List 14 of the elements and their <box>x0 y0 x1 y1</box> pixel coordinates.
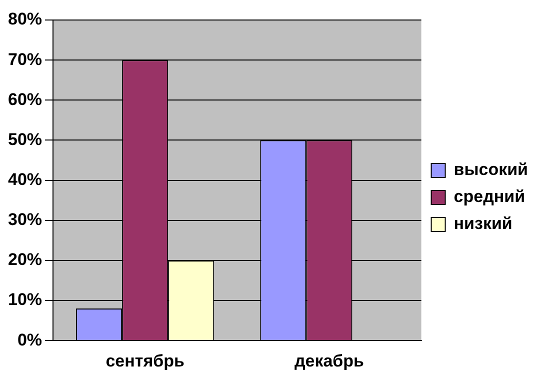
legend-label: высокий <box>454 160 528 180</box>
y-tick-label: 80% <box>8 10 42 29</box>
y-tick-label: 60% <box>8 90 42 109</box>
legend-label: низкий <box>454 214 512 234</box>
y-tick-label: 40% <box>8 170 42 189</box>
y-tick-label: 30% <box>8 210 42 230</box>
x-tick-label: декабрь <box>294 351 364 370</box>
y-tick-label: 10% <box>8 290 42 310</box>
y-tick-label: 50% <box>8 130 42 149</box>
y-tick-label: 0% <box>17 330 42 350</box>
y-tick-label: 70% <box>8 50 42 69</box>
legend-label: средний <box>454 187 526 206</box>
y-tick-label: 20% <box>8 250 42 270</box>
x-tick-label: сентябрь <box>106 351 184 370</box>
